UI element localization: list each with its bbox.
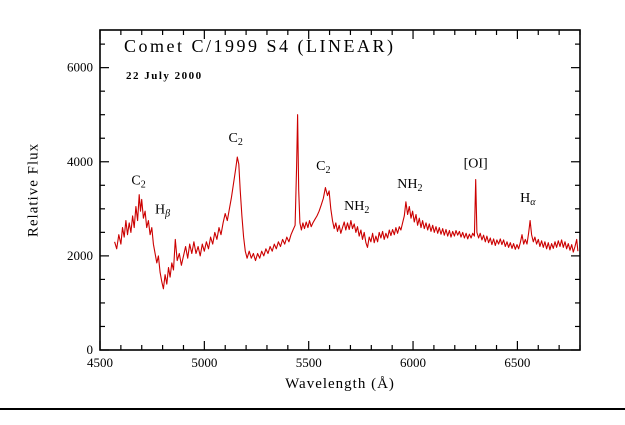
- emission-line-labels: C2 Hβ C2 C2 NH2 NH2 [OI] Hα: [131, 131, 536, 220]
- annotation-h-beta: Hβ: [155, 203, 170, 220]
- annotation-c2-c: C2: [316, 159, 330, 176]
- annotation-c2-a: C2: [131, 173, 145, 190]
- y-axis-label: Relative Flux: [25, 142, 42, 238]
- annotation-nh2-a: NH2: [344, 199, 369, 216]
- y-tick-labels: 0 2000 4000 6000: [67, 60, 93, 357]
- svg-text:0: 0: [87, 342, 94, 357]
- x-tick-labels: 4500 5000 5500 6000 6500: [87, 355, 530, 370]
- svg-text:4000: 4000: [67, 154, 93, 169]
- spectrum-line: [114, 114, 579, 290]
- annotation-oi: [OI]: [464, 156, 488, 171]
- annotation-h-alpha: Hα: [520, 191, 536, 208]
- svg-text:6500: 6500: [504, 355, 530, 370]
- chart-subtitle-date: 22 July 2000: [126, 70, 203, 82]
- svg-text:6000: 6000: [400, 355, 426, 370]
- svg-text:5500: 5500: [296, 355, 322, 370]
- plot-frame: [99, 29, 581, 351]
- svg-text:4500: 4500: [87, 355, 113, 370]
- chart-title: Comet C/1999 S4 (LINEAR): [124, 36, 396, 56]
- annotation-c2-b: C2: [228, 131, 242, 148]
- bottom-divider-line: [0, 408, 625, 410]
- svg-text:6000: 6000: [67, 60, 93, 75]
- y-axis-ticks: [100, 43, 580, 351]
- x-axis-label: Wavelength (Å): [285, 376, 395, 392]
- x-axis-ticks: [99, 30, 581, 350]
- svg-text:2000: 2000: [67, 248, 93, 263]
- svg-text:5000: 5000: [191, 355, 217, 370]
- annotation-nh2-b: NH2: [397, 177, 422, 194]
